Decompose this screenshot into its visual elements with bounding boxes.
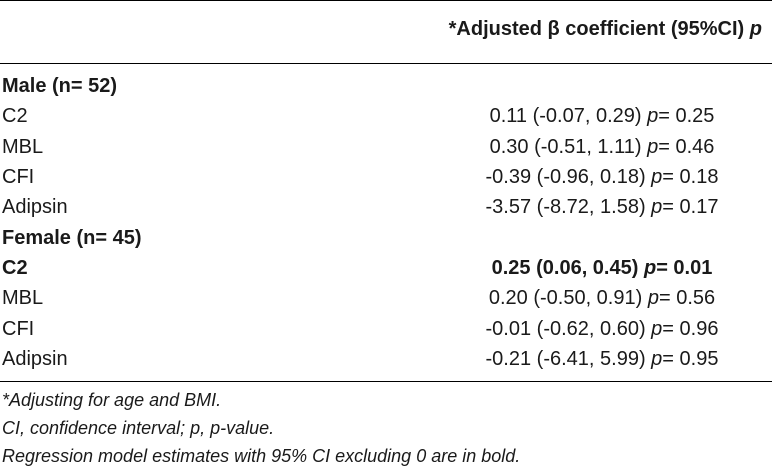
table-footnotes: *Adjusting for age and BMI. CI, confiden… xyxy=(2,386,520,470)
estimate: -0.01 (-0.62, 0.60) xyxy=(485,318,646,340)
table-row: Adipsin -0.21 (-6.41, 5.99) p= 0.95 xyxy=(0,348,772,378)
table-row: CFI -0.01 (-0.62, 0.60) p= 0.96 xyxy=(0,318,772,348)
table-row: Adipsin -3.57 (-8.72, 1.58) p= 0.17 xyxy=(0,196,772,226)
column-header-title: *Adjusted β coefficient (95%CI) xyxy=(448,18,745,40)
group-title: Male (n= 52) xyxy=(2,75,118,97)
footnote-bold-meaning: Regression model estimates with 95% CI e… xyxy=(2,446,521,466)
row-value: -0.01 (-0.62, 0.60) p= 0.96 xyxy=(471,318,733,341)
p-value: = 0.25 xyxy=(658,105,715,127)
estimate: -3.57 (-8.72, 1.58) xyxy=(485,196,646,218)
row-value: 0.25 (0.06, 0.45) p= 0.01 xyxy=(471,257,733,280)
estimate: 0.25 (0.06, 0.45) xyxy=(491,257,639,279)
p-value: = 0.95 xyxy=(662,348,719,370)
row-label: CFI xyxy=(2,166,35,188)
table-bottom-rule xyxy=(0,381,772,382)
row-label: C2 xyxy=(2,105,28,127)
row-value: 0.20 (-0.50, 0.91) p= 0.56 xyxy=(471,287,733,310)
p-symbol: p xyxy=(647,287,659,309)
group-title: Female (n= 45) xyxy=(2,227,142,249)
row-label: MBL xyxy=(2,287,44,309)
row-label: Adipsin xyxy=(2,196,68,218)
p-symbol: p xyxy=(643,257,657,279)
header-bottom-rule xyxy=(0,63,772,64)
group-heading-male: Male (n= 52) xyxy=(0,75,772,105)
table-row: CFI -0.39 (-0.96, 0.18) p= 0.18 xyxy=(0,166,772,196)
footnote-abbreviations: CI, confidence interval; p, p-value. xyxy=(2,418,275,438)
table-row-significant: C2 0.25 (0.06, 0.45) p= 0.01 xyxy=(0,257,772,287)
estimate: -0.39 (-0.96, 0.18) xyxy=(485,166,646,188)
row-value: -0.39 (-0.96, 0.18) p= 0.18 xyxy=(471,166,733,189)
table-row: C2 0.11 (-0.07, 0.29) p= 0.25 xyxy=(0,105,772,135)
row-value: 0.30 (-0.51, 1.11) p= 0.46 xyxy=(471,136,733,159)
row-value: 0.11 (-0.07, 0.29) p= 0.25 xyxy=(471,105,733,128)
p-symbol: p xyxy=(651,348,663,370)
row-label: CFI xyxy=(2,318,35,340)
footnote-adjustment: *Adjusting for age and BMI. xyxy=(2,390,222,410)
p-symbol: p xyxy=(651,166,663,188)
row-value: -3.57 (-8.72, 1.58) p= 0.17 xyxy=(471,196,733,219)
p-symbol: p xyxy=(651,318,663,340)
estimate: 0.11 (-0.07, 0.29) xyxy=(489,105,642,127)
p-value: = 0.17 xyxy=(662,196,719,218)
estimate: -0.21 (-6.41, 5.99) xyxy=(485,348,646,370)
p-value: = 0.01 xyxy=(656,257,713,279)
table-row: MBL 0.30 (-0.51, 1.11) p= 0.46 xyxy=(0,136,772,166)
table-top-rule xyxy=(0,0,772,1)
row-value: -0.21 (-6.41, 5.99) p= 0.95 xyxy=(471,348,733,371)
row-label: Adipsin xyxy=(2,348,68,370)
group-heading-female: Female (n= 45) xyxy=(0,227,772,257)
p-value: = 0.96 xyxy=(662,318,719,340)
p-value: = 0.46 xyxy=(658,136,715,158)
row-label: MBL xyxy=(2,136,44,158)
p-symbol: p xyxy=(651,196,663,218)
column-header-p: p xyxy=(749,18,762,40)
estimate: 0.20 (-0.50, 0.91) xyxy=(488,287,643,309)
estimate: 0.30 (-0.51, 1.11) xyxy=(489,136,642,158)
p-value: = 0.18 xyxy=(662,166,719,188)
p-value: = 0.56 xyxy=(658,287,716,309)
table-row: MBL 0.20 (-0.50, 0.91) p= 0.56 xyxy=(0,287,772,317)
p-symbol: p xyxy=(647,136,659,158)
column-header: *Adjusted β coefficient (95%CI) p xyxy=(449,18,762,41)
row-label: C2 xyxy=(2,257,28,279)
p-symbol: p xyxy=(647,105,659,127)
